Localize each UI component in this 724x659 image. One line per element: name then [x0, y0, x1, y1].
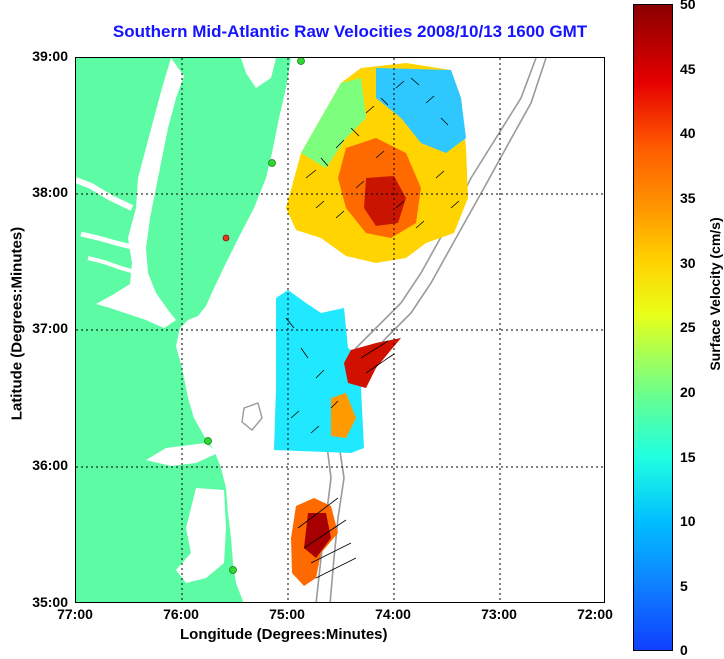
river-york: [87, 256, 139, 275]
colorbar-tick-label: 5: [680, 578, 688, 594]
colorbar-tick-label: 25: [680, 319, 696, 335]
velocity-max-south: [304, 513, 331, 558]
x-tick-label: 73:00: [481, 606, 517, 622]
y-tick-label: 39:00: [32, 48, 68, 64]
velocity-green-north: [301, 78, 366, 168]
colorbar-tick-label: 10: [680, 513, 696, 529]
station-marker: [229, 566, 237, 574]
x-axis-label: Longitude (Degrees:Minutes): [180, 626, 388, 643]
river-rappahannock: [80, 231, 137, 251]
x-tick-label: 74:00: [375, 606, 411, 622]
colorbar: [633, 4, 673, 651]
y-tick-label: 38:00: [32, 184, 68, 200]
colorbar-tick-label: 40: [680, 125, 696, 141]
land-mass: [76, 58, 291, 602]
x-tick-label: 77:00: [57, 606, 93, 622]
y-tick-label: 37:00: [32, 320, 68, 336]
velocity-mid-middle: [331, 393, 356, 438]
station-marker: [222, 234, 230, 242]
x-tick-label: 72:00: [577, 606, 613, 622]
velocity-max-middle: [344, 338, 401, 388]
y-tick-label: 35:00: [32, 594, 68, 610]
colorbar-tick-label: 0: [680, 642, 688, 658]
colorbar-tick-label: 30: [680, 255, 696, 271]
velocity-low-north: [376, 68, 466, 153]
y-tick-label: 36:00: [32, 457, 68, 473]
colorbar-tick-label: 50: [680, 0, 696, 12]
map-svg: [76, 58, 604, 602]
velocity-max-north: [364, 176, 406, 226]
colorbar-tick-label: 35: [680, 190, 696, 206]
delaware-bay: [241, 58, 276, 88]
x-tick-label: 76:00: [163, 606, 199, 622]
pamlico-sound: [176, 488, 226, 583]
river-potomac: [76, 177, 134, 211]
colorbar-tick-label: 15: [680, 449, 696, 465]
y-axis-label: Latitude (Degrees:Minutes): [8, 226, 26, 421]
contour-blob: [241, 402, 263, 431]
shelf-contour: [315, 58, 537, 602]
colorbar-label: Surface Velocity (cm/s): [707, 217, 723, 371]
x-tick-label: 75:00: [269, 606, 305, 622]
velocity-vectors: [285, 77, 460, 579]
map-plot-area: [75, 57, 605, 603]
station-marker: [297, 58, 305, 65]
chesapeake-bay: [96, 58, 184, 328]
map-title: Southern Mid-Atlantic Raw Velocities 200…: [112, 22, 588, 41]
colorbar-tick-label: 20: [680, 384, 696, 400]
station-marker: [204, 437, 212, 445]
grid-lines: [76, 58, 604, 602]
colorbar-tick-label: 45: [680, 61, 696, 77]
radar-stations: [204, 58, 305, 574]
station-marker: [268, 159, 276, 167]
velocity-patch-middle: [274, 290, 401, 453]
